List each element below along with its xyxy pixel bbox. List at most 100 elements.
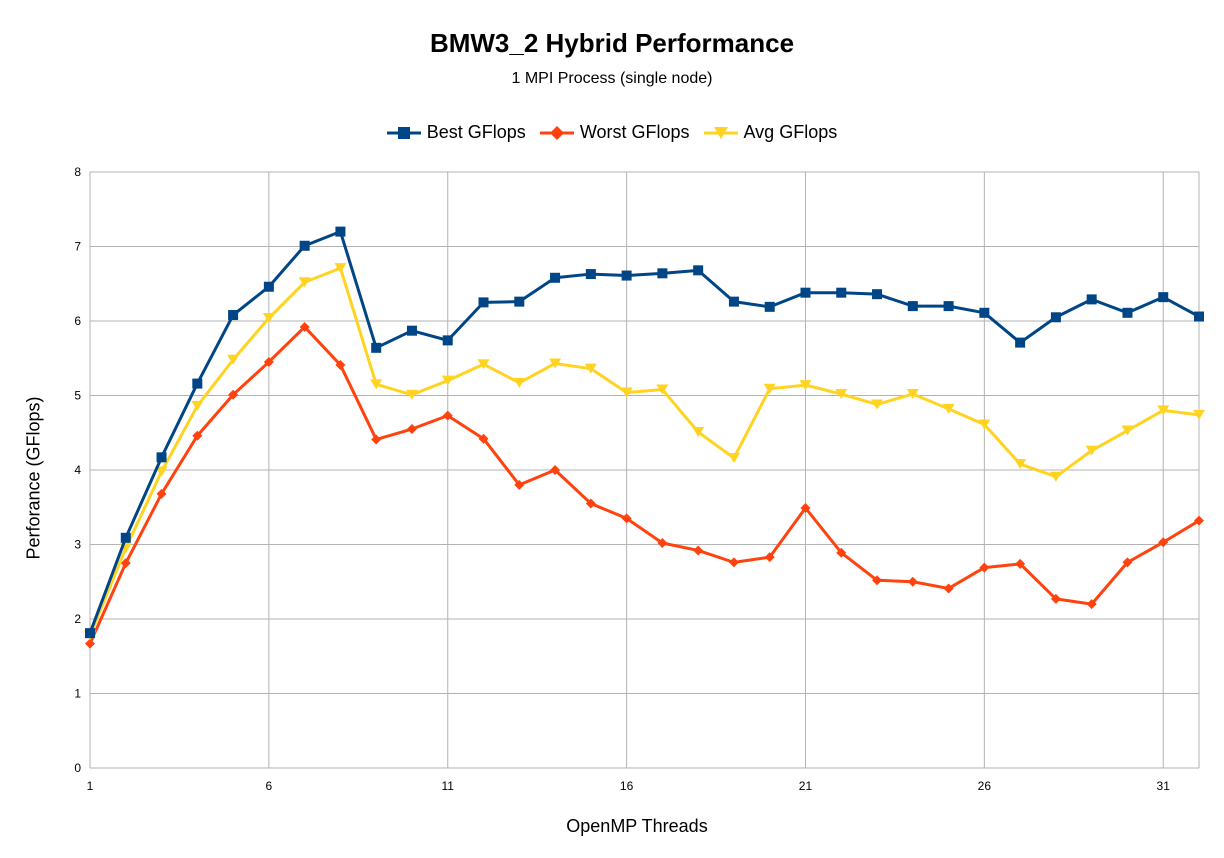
data-point-avg: [549, 358, 562, 369]
data-point-worst: [1086, 599, 1097, 610]
data-point-avg: [763, 383, 776, 394]
data-point-worst: [156, 488, 167, 499]
data-point-avg: [477, 359, 490, 370]
data-point-avg: [513, 377, 526, 388]
series-line-2: [88, 266, 1200, 636]
chart-title: BMW3_2 Hybrid Performance: [429, 28, 795, 58]
x-tick-label: 1: [87, 779, 94, 793]
legend-item-worst: Worst GFlops: [539, 122, 690, 143]
x-tick-label: 31: [1157, 779, 1171, 793]
data-point-worst: [979, 562, 990, 573]
data-point-worst: [442, 410, 453, 421]
data-point-avg: [405, 389, 418, 400]
data-point-avg: [191, 400, 204, 411]
data-point-worst: [764, 552, 775, 563]
x-tick-label: 21: [799, 779, 813, 793]
y-tick-label: 3: [74, 538, 81, 552]
data-point-worst: [621, 513, 632, 524]
data-point-worst: [943, 583, 954, 594]
data-point-best: [371, 342, 382, 353]
data-point-avg: [298, 277, 311, 288]
data-point-avg: [1085, 445, 1098, 456]
y-tick-label: 8: [74, 165, 81, 179]
data-point-best: [872, 289, 883, 300]
data-point-avg: [262, 313, 275, 324]
data-point-worst: [192, 430, 203, 441]
data-point-best: [299, 240, 310, 251]
legend-marker-worst: [539, 125, 574, 140]
data-point-avg: [799, 380, 812, 391]
data-point-best: [478, 297, 489, 308]
data-point-best: [907, 301, 918, 312]
x-tick-label: 11: [442, 779, 455, 793]
legend-item-avg: Avg GFlops: [703, 122, 838, 143]
data-point-worst: [228, 389, 239, 400]
data-point-worst: [1122, 557, 1133, 568]
y-tick-label: 6: [74, 314, 81, 328]
y-tick-label: 2: [74, 612, 81, 626]
legend-marker-best: [386, 126, 421, 139]
data-point-avg: [978, 419, 991, 430]
data-point-worst: [120, 558, 131, 569]
x-tick-label: 26: [978, 779, 992, 793]
data-point-best: [228, 310, 239, 321]
data-point-worst: [1050, 593, 1061, 604]
data-point-worst: [728, 557, 739, 568]
data-point-avg: [1121, 425, 1134, 436]
data-point-best: [514, 296, 525, 307]
data-point-best: [192, 378, 203, 389]
data-point-avg: [584, 363, 597, 374]
x-axis-label: OpenMP Threads: [566, 816, 708, 836]
data-point-best: [693, 265, 704, 276]
data-point-avg: [835, 389, 848, 400]
data-point-worst: [907, 576, 918, 587]
data-point-best: [156, 452, 167, 463]
data-point-best: [728, 296, 739, 307]
data-point-best: [1086, 294, 1097, 305]
y-tick-label: 0: [74, 761, 81, 775]
data-point-worst: [1015, 558, 1026, 569]
data-point-best: [585, 269, 596, 280]
data-point-avg: [1049, 471, 1062, 482]
data-point-avg: [1014, 459, 1027, 470]
data-point-avg: [370, 379, 383, 390]
data-point-best: [1122, 307, 1133, 318]
legend-label-avg: Avg GFlops: [743, 122, 838, 142]
series-line-1: [88, 325, 1200, 645]
data-point-best: [943, 301, 954, 312]
data-point-best: [263, 281, 274, 292]
data-point-avg: [727, 453, 740, 464]
data-point-avg: [1157, 405, 1170, 416]
data-point-avg: [906, 389, 919, 400]
data-point-best: [442, 335, 453, 346]
data-point-best: [120, 532, 131, 543]
data-point-worst: [657, 538, 668, 549]
x-tick-label: 6: [266, 779, 273, 793]
data-point-worst: [1158, 537, 1169, 548]
data-point-best: [1158, 292, 1169, 303]
data-point-worst: [800, 502, 811, 513]
data-point-avg: [441, 375, 454, 386]
data-point-worst: [550, 465, 561, 475]
data-point-best: [406, 325, 417, 336]
data-point-best: [621, 270, 632, 281]
x-tick-label: 16: [620, 779, 634, 793]
y-tick-label: 7: [74, 240, 81, 254]
legend-label-worst: Worst GFlops: [579, 122, 690, 142]
data-point-best: [1015, 337, 1026, 348]
data-point-best: [836, 287, 847, 298]
data-point-best: [550, 272, 561, 283]
data-point-best: [979, 307, 990, 318]
data-point-avg: [871, 399, 884, 410]
legend-item-best: Best GFlops: [386, 122, 526, 143]
data-point-worst: [335, 359, 346, 370]
y-tick-label: 5: [74, 389, 81, 403]
series-line-0: [88, 230, 1200, 634]
legend-marker-avg: [703, 126, 738, 139]
data-point-best: [764, 301, 775, 312]
data-point-worst: [836, 547, 847, 558]
data-point-avg: [942, 403, 955, 414]
data-point-avg: [656, 384, 669, 395]
data-point-worst: [371, 434, 382, 445]
